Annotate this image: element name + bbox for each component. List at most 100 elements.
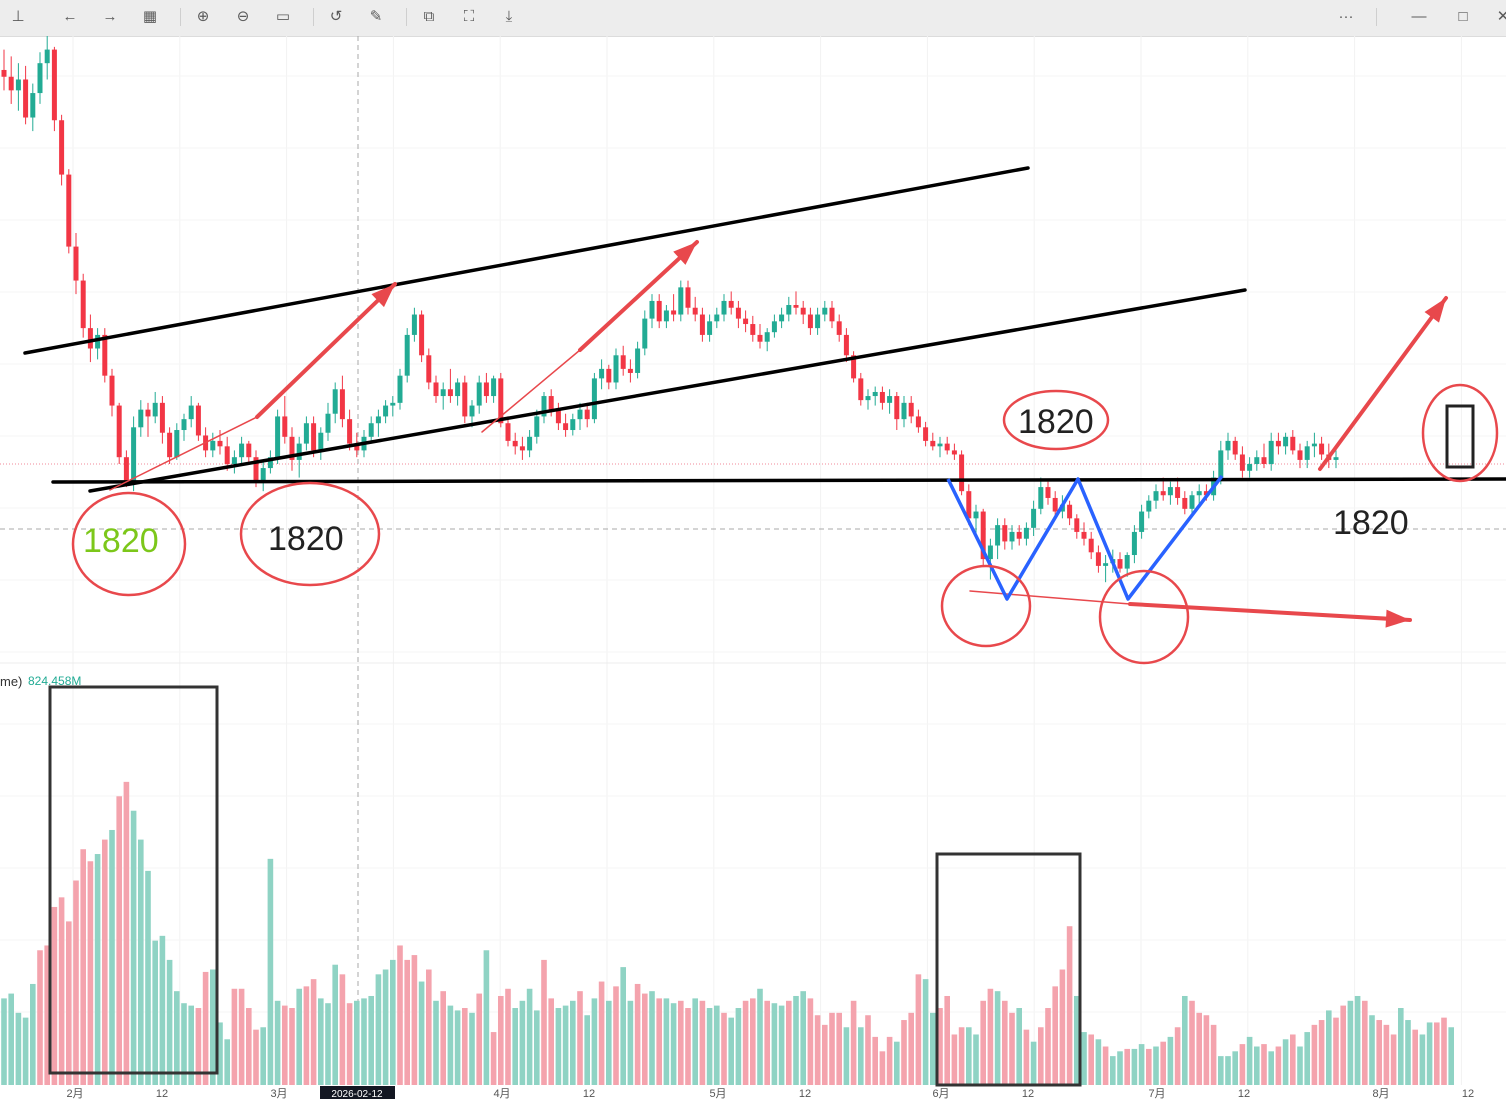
candle bbox=[915, 409, 921, 433]
forward-arrow-icon[interactable]: → bbox=[102, 8, 118, 25]
candle bbox=[1038, 477, 1044, 515]
candle bbox=[771, 314, 777, 338]
volume-legend-value: 824.458M bbox=[28, 674, 81, 688]
candle-body bbox=[37, 63, 43, 94]
candle bbox=[303, 416, 309, 451]
volume-bar bbox=[1131, 1048, 1138, 1085]
pin-icon[interactable]: ⊥ bbox=[11, 8, 25, 25]
volume-bar bbox=[714, 1005, 720, 1085]
candle-body bbox=[671, 310, 677, 315]
candle bbox=[1095, 545, 1101, 573]
volume-bar bbox=[570, 1000, 576, 1085]
volume-bar bbox=[94, 854, 101, 1085]
volume-highlight-box-1 bbox=[48, 685, 219, 1075]
candle-body bbox=[1268, 440, 1274, 464]
window-toolbar: ⊥ ← → ▦ ⊕ ⊖ ▭ ↺ ✎ ⧉ ⛶ ⤓ ··· — □ ✕ bbox=[0, 0, 1506, 37]
grid-icon[interactable]: ▦ bbox=[142, 8, 158, 25]
volume-bar bbox=[663, 998, 670, 1085]
translate-icon[interactable]: ⧉ bbox=[423, 8, 435, 25]
candle-body bbox=[303, 423, 309, 444]
rotate-icon[interactable]: ↺ bbox=[329, 8, 343, 25]
edit-icon[interactable]: ✎ bbox=[369, 8, 383, 25]
crop-icon[interactable]: ⛶ bbox=[463, 8, 475, 25]
candle bbox=[995, 518, 1001, 560]
candle bbox=[987, 538, 993, 580]
candle bbox=[476, 375, 482, 414]
maximize-icon[interactable]: □ bbox=[1458, 8, 1468, 25]
volume-bar bbox=[123, 781, 130, 1085]
candle-body bbox=[411, 314, 417, 335]
candle-body bbox=[131, 427, 137, 482]
candle bbox=[1139, 504, 1145, 539]
volume-bar bbox=[1182, 995, 1188, 1085]
candle-body bbox=[563, 423, 569, 431]
x-tick-label: 12 bbox=[1238, 1088, 1250, 1099]
volume-bar bbox=[706, 1008, 713, 1085]
zoom-out-icon[interactable]: ⊖ bbox=[236, 8, 250, 25]
toolbar-separator bbox=[313, 8, 314, 26]
toolbar-separator bbox=[1376, 8, 1377, 26]
volume-bar bbox=[1354, 995, 1361, 1085]
volume-bar bbox=[541, 959, 547, 1085]
candle-body bbox=[51, 49, 57, 121]
volume-bar bbox=[1383, 1024, 1390, 1085]
volume-bar bbox=[490, 1032, 497, 1085]
candle-body bbox=[116, 405, 122, 458]
candle bbox=[779, 307, 785, 329]
candle bbox=[440, 382, 446, 410]
candle-body bbox=[707, 321, 713, 335]
volume-bar bbox=[282, 1005, 288, 1085]
x-tick-label: 5月 bbox=[709, 1088, 726, 1099]
candle bbox=[1081, 522, 1087, 546]
candle-body bbox=[887, 396, 893, 403]
close-icon[interactable]: ✕ bbox=[1496, 8, 1506, 25]
volume-bar bbox=[555, 1008, 562, 1085]
download-icon[interactable]: ⤓ bbox=[505, 8, 513, 25]
candle-body bbox=[188, 405, 194, 420]
candle bbox=[231, 450, 237, 474]
candle bbox=[1319, 436, 1325, 460]
candle bbox=[447, 368, 453, 403]
candle bbox=[426, 348, 432, 390]
candle bbox=[735, 300, 741, 329]
candle-body bbox=[1031, 508, 1037, 528]
volume-bar bbox=[469, 1012, 475, 1085]
volume-bar bbox=[1160, 1041, 1166, 1085]
volume-bar bbox=[577, 991, 583, 1085]
candle-body bbox=[541, 396, 547, 417]
volume-bar bbox=[418, 981, 425, 1085]
candle bbox=[1225, 432, 1231, 460]
volume-bar bbox=[476, 993, 482, 1085]
volume-bar bbox=[534, 1010, 540, 1085]
candle bbox=[649, 294, 655, 329]
volume-bar bbox=[1448, 1027, 1454, 1085]
more-icon[interactable]: ··· bbox=[1338, 8, 1354, 25]
candle-body bbox=[339, 389, 345, 420]
fit-icon[interactable]: ▭ bbox=[275, 8, 291, 25]
candle-body bbox=[872, 391, 878, 397]
volume-bar bbox=[397, 945, 403, 1085]
candle bbox=[246, 440, 252, 464]
candle bbox=[296, 436, 302, 478]
candle bbox=[1103, 555, 1109, 583]
volume-bar bbox=[454, 1010, 461, 1085]
candle-body bbox=[1225, 440, 1231, 451]
volume-bar bbox=[66, 921, 72, 1085]
volume-bar bbox=[1146, 1048, 1152, 1085]
candle bbox=[707, 314, 713, 342]
volume-bar bbox=[1246, 1036, 1253, 1085]
candle bbox=[635, 341, 641, 379]
minimize-icon[interactable]: — bbox=[1411, 8, 1427, 25]
volume-bar bbox=[130, 810, 137, 1085]
volume-bar bbox=[1232, 1051, 1238, 1085]
volume-bar bbox=[966, 1027, 972, 1085]
volume-bar bbox=[793, 995, 799, 1085]
back-arrow-icon[interactable]: ← bbox=[62, 8, 78, 25]
volume-bar bbox=[1189, 1000, 1195, 1085]
volume-bar bbox=[231, 988, 238, 1085]
candle bbox=[836, 314, 842, 342]
zoom-in-icon[interactable]: ⊕ bbox=[196, 8, 210, 25]
candle bbox=[642, 310, 648, 356]
volume-bar bbox=[584, 1015, 590, 1085]
x-tick-label: 12 bbox=[1022, 1088, 1034, 1099]
